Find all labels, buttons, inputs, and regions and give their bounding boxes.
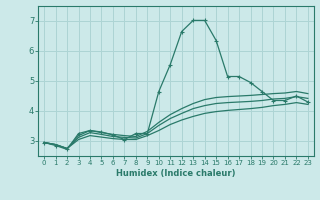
- X-axis label: Humidex (Indice chaleur): Humidex (Indice chaleur): [116, 169, 236, 178]
